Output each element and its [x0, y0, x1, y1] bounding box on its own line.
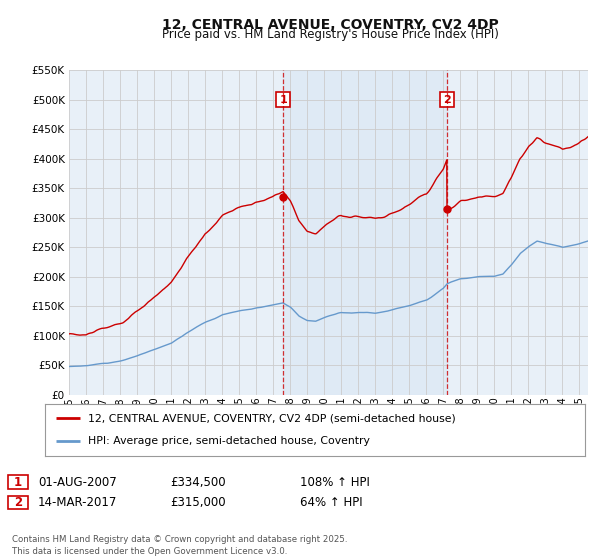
Text: 108% ↑ HPI: 108% ↑ HPI [300, 475, 370, 489]
Text: 14-MAR-2017: 14-MAR-2017 [38, 496, 118, 509]
Text: 12, CENTRAL AVENUE, COVENTRY, CV2 4DP: 12, CENTRAL AVENUE, COVENTRY, CV2 4DP [161, 18, 499, 32]
Text: £315,000: £315,000 [170, 496, 226, 509]
FancyBboxPatch shape [8, 475, 28, 489]
Text: Price paid vs. HM Land Registry's House Price Index (HPI): Price paid vs. HM Land Registry's House … [161, 28, 499, 41]
Text: 1: 1 [279, 95, 287, 105]
FancyBboxPatch shape [8, 496, 28, 509]
Text: 01-AUG-2007: 01-AUG-2007 [38, 475, 117, 489]
Text: £334,500: £334,500 [170, 475, 226, 489]
Text: 2: 2 [14, 496, 22, 509]
Text: 12, CENTRAL AVENUE, COVENTRY, CV2 4DP (semi-detached house): 12, CENTRAL AVENUE, COVENTRY, CV2 4DP (s… [88, 413, 456, 423]
Bar [283, 70, 447, 395]
Text: HPI: Average price, semi-detached house, Coventry: HPI: Average price, semi-detached house,… [88, 436, 370, 446]
Text: 2: 2 [443, 95, 451, 105]
Text: Contains HM Land Registry data © Crown copyright and database right 2025.
This d: Contains HM Land Registry data © Crown c… [12, 535, 347, 556]
Text: 64% ↑ HPI: 64% ↑ HPI [300, 496, 362, 509]
Text: 1: 1 [14, 475, 22, 489]
